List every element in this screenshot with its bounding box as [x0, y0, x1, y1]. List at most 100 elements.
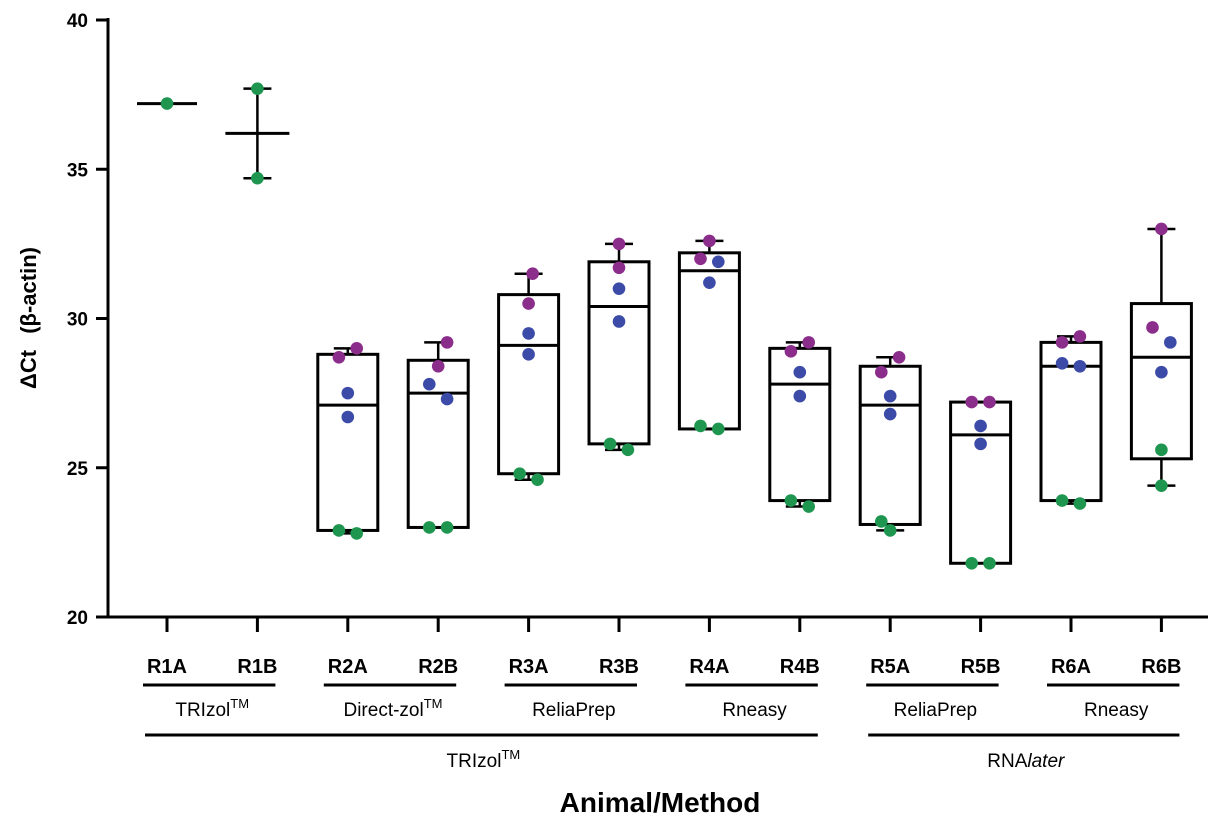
point-r2a-8	[350, 527, 364, 540]
y-tick-label-20: 20	[67, 608, 88, 629]
point-r5a-40	[892, 351, 906, 364]
point-r1b-1	[251, 82, 264, 95]
point-r6a-54	[1073, 359, 1087, 373]
x-label-r1b: R1B	[237, 656, 277, 678]
point-r2a-6	[341, 410, 355, 424]
point-r2b-14	[440, 521, 454, 534]
point-r6b-60	[1155, 365, 1168, 379]
point-r6a-55	[1055, 494, 1069, 507]
point-r6b-57	[1155, 222, 1168, 236]
box-r6b	[1129, 302, 1193, 461]
point-r3b-26	[621, 443, 635, 457]
box-r4b	[768, 346, 832, 503]
point-r5a-39	[874, 365, 888, 379]
method-label-1: Direct-zolTM	[343, 696, 442, 721]
box-r6a	[1039, 340, 1103, 503]
storage-label-0: TRIzolTM	[447, 747, 521, 772]
point-r6b-58	[1146, 321, 1159, 334]
point-r4b-33	[784, 345, 798, 358]
point-r1b-2	[251, 171, 264, 185]
point-r5a-41	[883, 389, 897, 403]
point-r4a-32	[712, 422, 725, 436]
point-r2a-7	[332, 524, 346, 537]
x-label-r3a: R3A	[509, 656, 549, 678]
box-r5b	[949, 400, 1013, 565]
point-r2b-11	[422, 377, 436, 391]
x-label-r2b: R2B	[418, 656, 458, 678]
x-label-r6a: R6A	[1051, 656, 1091, 678]
y-axis-title: ΔCt (β-actin)	[16, 247, 41, 389]
x-label-r4b: R4B	[780, 656, 820, 678]
point-r3b-23	[612, 282, 626, 295]
point-r4b-35	[793, 365, 807, 379]
point-r3a-15	[526, 267, 539, 281]
x-axis-labels: R1A R1B R2A R2B R3A R3B R4A R4B R5A R5B R6A R6B	[147, 656, 1181, 678]
point-r6a-53	[1055, 356, 1069, 370]
box-r2a	[316, 352, 380, 532]
point-r5b-45	[965, 395, 978, 409]
point-r6a-51	[1055, 336, 1069, 349]
point-r6b-59	[1164, 336, 1177, 349]
y-axis-title-prefix: ΔCt	[16, 349, 41, 389]
point-r3b-22	[612, 261, 626, 275]
point-r5b-47	[974, 419, 987, 433]
storage-label-1: RNAlater	[987, 751, 1065, 772]
boxes	[137, 87, 1193, 565]
point-r3a-19	[513, 467, 526, 481]
point-r5b-46	[983, 395, 996, 409]
point-r2a-5	[341, 386, 355, 400]
point-r2b-13	[422, 521, 436, 534]
x-label-r4a: R4A	[689, 656, 729, 678]
group-brackets: TRIzolTM Direct-zolTM ReliaPrep Rneasy Relia…	[143, 683, 1180, 772]
point-r3b-21	[612, 237, 626, 251]
point-r6a-52	[1073, 330, 1087, 343]
point-r4b-36	[793, 389, 807, 403]
x-label-r6b: R6B	[1141, 656, 1181, 678]
x-label-r3b: R3B	[599, 656, 639, 678]
point-r4a-27	[703, 234, 716, 248]
x-axis-title: Animal/Method	[560, 787, 761, 818]
point-r2a-3	[332, 351, 346, 364]
method-label-4: ReliaPrep	[894, 700, 977, 721]
point-r3b-25	[603, 437, 617, 451]
y-tick-label-30: 30	[67, 310, 88, 331]
axes: 20 25 30 35 40	[67, 11, 1208, 632]
method-label-2: ReliaPrep	[532, 700, 615, 721]
point-r4a-30	[703, 276, 716, 289]
box-r4a	[677, 251, 741, 431]
point-r3a-18	[522, 348, 535, 361]
point-r2b-9	[440, 336, 454, 349]
point-r5a-44	[883, 524, 897, 537]
y-axis-title-paren: (β-actin)	[16, 247, 41, 334]
data-points	[160, 82, 1177, 570]
point-r5a-43	[874, 515, 888, 528]
point-r6b-62	[1155, 479, 1168, 492]
point-r5b-49	[965, 556, 978, 570]
y-tick-label-35: 35	[67, 160, 89, 181]
point-r3b-24	[612, 315, 626, 328]
x-label-r2a: R2A	[328, 656, 368, 678]
point-r4b-37	[784, 494, 798, 507]
method-label-5: Rneasy	[1084, 700, 1149, 721]
y-tick-label-25: 25	[67, 459, 89, 480]
point-r4a-31	[694, 419, 707, 433]
point-r6a-56	[1073, 497, 1087, 510]
point-r1a-0	[160, 97, 174, 110]
point-r4a-28	[694, 252, 707, 266]
point-r3a-20	[531, 473, 544, 486]
point-r2a-4	[350, 342, 364, 355]
x-label-r1a: R1A	[147, 656, 187, 678]
y-tick-label-40: 40	[67, 11, 88, 32]
point-r3a-17	[522, 327, 535, 340]
point-r6b-61	[1155, 443, 1168, 457]
box-r2b	[406, 358, 470, 529]
point-r5b-48	[974, 437, 987, 451]
point-r3a-16	[522, 297, 535, 310]
method-label-0: TRIzolTM	[175, 696, 249, 721]
point-r5a-42	[883, 407, 897, 421]
point-r5b-50	[983, 556, 996, 570]
method-label-3: Rneasy	[722, 700, 787, 721]
point-r4b-38	[802, 500, 816, 513]
box-r3a	[497, 293, 561, 476]
